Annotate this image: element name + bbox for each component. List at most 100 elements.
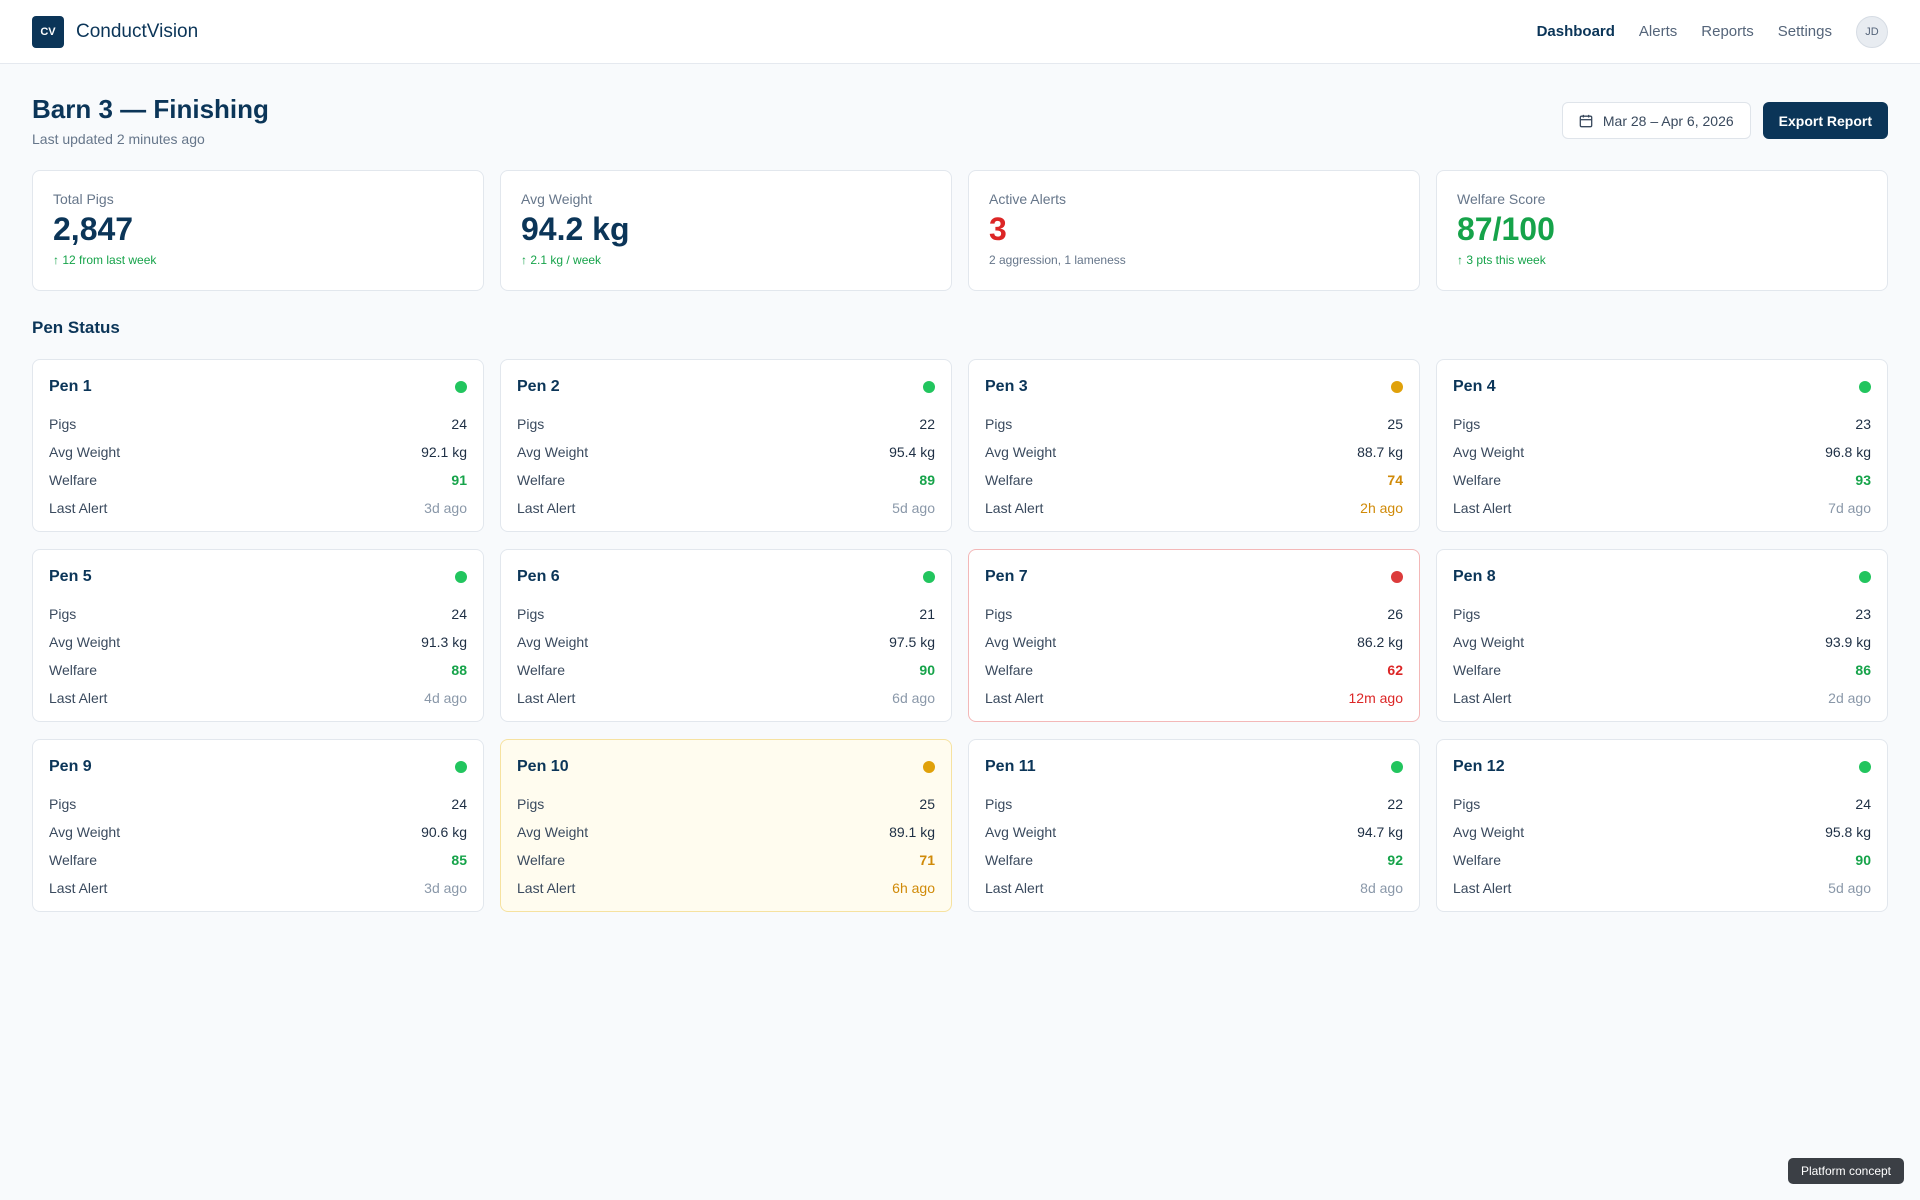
user-avatar[interactable]: JD bbox=[1856, 15, 1888, 48]
pen-card[interactable]: Pen 7 Pigs 26 Avg Weight 86.2 kg Welfare… bbox=[968, 549, 1420, 722]
pen-row-weight: Avg Weight 91.3 kg bbox=[49, 628, 467, 656]
pen-row-pigs: Pigs 24 bbox=[1453, 790, 1871, 818]
row-label: Avg Weight bbox=[985, 634, 1057, 650]
stat-value: 94.2 kg bbox=[521, 211, 630, 247]
pen-row-pigs: Pigs 23 bbox=[1453, 600, 1871, 628]
stat-trend: ↑ 2.1 kg / week bbox=[521, 252, 602, 267]
page-header: Barn 3 — Finishing Last updated 2 minute… bbox=[0, 64, 1920, 234]
row-label: Pigs bbox=[1453, 796, 1481, 812]
nav-link-alerts[interactable]: Alerts bbox=[1638, 23, 1678, 40]
row-label: Last Alert bbox=[1453, 690, 1512, 706]
pen-row-welfare: Welfare 62 bbox=[985, 656, 1403, 684]
pen-card[interactable]: Pen 8 Pigs 23 Avg Weight 93.9 kg Welfare… bbox=[1436, 549, 1888, 722]
avg-weight-value: 91.3 kg bbox=[421, 634, 467, 650]
pen-card-header: Pen 3 bbox=[985, 378, 1403, 396]
last-alert-value: 5d ago bbox=[1828, 880, 1871, 896]
date-range-picker[interactable]: Mar 28 – Apr 6, 2026 bbox=[1561, 102, 1751, 139]
pen-name: Pen 9 bbox=[49, 758, 92, 775]
pen-card[interactable]: Pen 12 Pigs 24 Avg Weight 95.8 kg Welfar… bbox=[1436, 739, 1888, 912]
row-label: Welfare bbox=[1453, 852, 1501, 868]
welfare-value: 93 bbox=[1855, 472, 1871, 488]
stat-card-welfare-score: Welfare Score 87/100 ↑ 3 pts this week bbox=[1436, 170, 1888, 291]
top-nav-bar: CV ConductVision Dashboard Alerts Report… bbox=[0, 0, 1920, 64]
pen-name: Pen 6 bbox=[517, 568, 560, 585]
brand[interactable]: CV ConductVision bbox=[32, 15, 198, 48]
pen-card[interactable]: Pen 5 Pigs 24 Avg Weight 91.3 kg Welfare… bbox=[32, 549, 484, 722]
status-dot-icon bbox=[923, 571, 935, 583]
pen-row-weight: Avg Weight 95.8 kg bbox=[1453, 818, 1871, 846]
welfare-value: 91 bbox=[451, 472, 467, 488]
pen-row-last-alert: Last Alert 5d ago bbox=[517, 494, 935, 522]
pen-row-last-alert: Last Alert 5d ago bbox=[1453, 874, 1871, 902]
pig-count: 24 bbox=[451, 606, 467, 622]
last-alert-value: 2h ago bbox=[1360, 500, 1403, 516]
pen-card-header: Pen 6 bbox=[517, 568, 935, 586]
nav-link-settings[interactable]: Settings bbox=[1777, 23, 1832, 40]
row-label: Pigs bbox=[517, 796, 545, 812]
stat-value: 3 bbox=[989, 211, 1007, 247]
row-label: Welfare bbox=[1453, 662, 1501, 678]
pen-row-weight: Avg Weight 94.7 kg bbox=[985, 818, 1403, 846]
pen-row-pigs: Pigs 24 bbox=[49, 600, 467, 628]
app-logo[interactable]: CV bbox=[32, 15, 64, 48]
pig-count: 22 bbox=[919, 416, 935, 432]
pen-card[interactable]: Pen 1 Pigs 24 Avg Weight 92.1 kg Welfare… bbox=[32, 359, 484, 532]
pen-row-pigs: Pigs 25 bbox=[985, 410, 1403, 438]
pen-row-weight: Avg Weight 89.1 kg bbox=[517, 818, 935, 846]
pen-row-pigs: Pigs 21 bbox=[517, 600, 935, 628]
last-alert-value: 4d ago bbox=[424, 690, 467, 706]
nav-link-reports[interactable]: Reports bbox=[1701, 23, 1754, 40]
pen-card[interactable]: Pen 6 Pigs 21 Avg Weight 97.5 kg Welfare… bbox=[500, 549, 952, 722]
nav-link-dashboard[interactable]: Dashboard bbox=[1536, 23, 1615, 40]
pen-row-welfare: Welfare 88 bbox=[49, 656, 467, 684]
status-dot-icon bbox=[455, 761, 467, 773]
export-report-button[interactable]: Export Report bbox=[1762, 102, 1888, 139]
pen-row-weight: Avg Weight 86.2 kg bbox=[985, 628, 1403, 656]
pen-card[interactable]: Pen 2 Pigs 22 Avg Weight 95.4 kg Welfare… bbox=[500, 359, 952, 532]
row-label: Avg Weight bbox=[49, 444, 121, 460]
pen-row-pigs: Pigs 24 bbox=[49, 790, 467, 818]
stats-row: Total Pigs 2,847 ↑ 12 from last week Avg… bbox=[32, 170, 1888, 291]
row-label: Welfare bbox=[49, 472, 97, 488]
welfare-value: 92 bbox=[1387, 852, 1403, 868]
avg-weight-value: 88.7 kg bbox=[1357, 444, 1403, 460]
welfare-value: 85 bbox=[451, 852, 467, 868]
row-label: Welfare bbox=[49, 852, 97, 868]
row-label: Pigs bbox=[49, 796, 77, 812]
last-alert-value: 2d ago bbox=[1828, 690, 1871, 706]
row-label: Last Alert bbox=[1453, 500, 1512, 516]
avg-weight-value: 90.6 kg bbox=[421, 824, 467, 840]
row-label: Pigs bbox=[49, 606, 77, 622]
row-label: Last Alert bbox=[517, 880, 576, 896]
last-alert-value: 12m ago bbox=[1348, 690, 1403, 706]
row-label: Avg Weight bbox=[985, 824, 1057, 840]
pen-name: Pen 7 bbox=[985, 568, 1028, 585]
pen-row-welfare: Welfare 90 bbox=[1453, 846, 1871, 874]
pen-card[interactable]: Pen 10 Pigs 25 Avg Weight 89.1 kg Welfar… bbox=[500, 739, 952, 912]
header-actions: Mar 28 – Apr 6, 2026 Export Report bbox=[1561, 102, 1888, 139]
status-dot-icon bbox=[1859, 381, 1871, 393]
pen-row-pigs: Pigs 26 bbox=[985, 600, 1403, 628]
avg-weight-value: 89.1 kg bbox=[889, 824, 935, 840]
pen-card-header: Pen 12 bbox=[1453, 758, 1871, 776]
row-label: Avg Weight bbox=[517, 634, 589, 650]
pen-card[interactable]: Pen 9 Pigs 24 Avg Weight 90.6 kg Welfare… bbox=[32, 739, 484, 912]
pen-row-welfare: Welfare 74 bbox=[985, 466, 1403, 494]
row-label: Pigs bbox=[517, 416, 545, 432]
platform-concept-badge: Platform concept bbox=[1787, 1158, 1904, 1184]
stat-trend: ↑ 3 pts this week bbox=[1457, 252, 1546, 267]
pig-count: 24 bbox=[451, 796, 467, 812]
pen-row-last-alert: Last Alert 3d ago bbox=[49, 874, 467, 902]
stat-card-avg-weight: Avg Weight 94.2 kg ↑ 2.1 kg / week bbox=[500, 170, 952, 291]
stat-value: 87/100 bbox=[1457, 211, 1555, 247]
pen-card-header: Pen 9 bbox=[49, 758, 467, 776]
pen-row-pigs: Pigs 22 bbox=[985, 790, 1403, 818]
pen-card-header: Pen 10 bbox=[517, 758, 935, 776]
last-updated-text: Last updated 2 minutes ago bbox=[32, 131, 205, 147]
pen-card[interactable]: Pen 4 Pigs 23 Avg Weight 96.8 kg Welfare… bbox=[1436, 359, 1888, 532]
row-label: Avg Weight bbox=[517, 444, 589, 460]
pen-card[interactable]: Pen 3 Pigs 25 Avg Weight 88.7 kg Welfare… bbox=[968, 359, 1420, 532]
status-dot-icon bbox=[455, 381, 467, 393]
pen-row-welfare: Welfare 93 bbox=[1453, 466, 1871, 494]
pen-card[interactable]: Pen 11 Pigs 22 Avg Weight 94.7 kg Welfar… bbox=[968, 739, 1420, 912]
